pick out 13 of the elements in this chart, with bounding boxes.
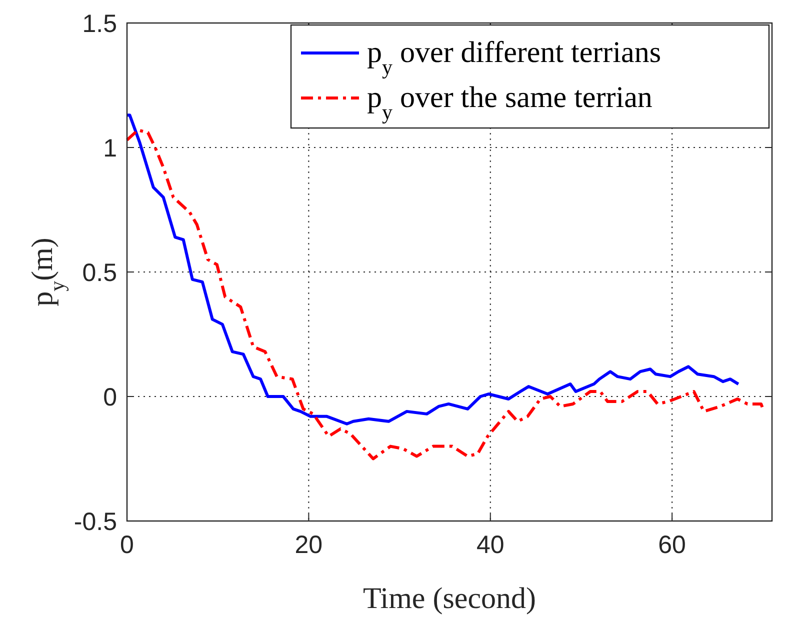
legend-label: p$_{y}$ over the same terrian: [367, 81, 652, 124]
y-tick-label: 1.5: [82, 10, 117, 38]
y-tick-label: -0.5: [74, 508, 117, 536]
x-tick-label: 40: [476, 531, 504, 559]
y-tick-label: 0.5: [82, 259, 117, 287]
y-tick-label: 1: [103, 134, 117, 162]
x-tick-label: 0: [120, 531, 134, 559]
y-tick-label: 0: [103, 384, 117, 412]
x-axis-title: Time (second): [362, 582, 536, 615]
x-tick-label: 60: [658, 531, 686, 559]
legend-label: p$_{y}$ over different terrians: [367, 36, 661, 79]
x-tick-label: 20: [294, 531, 323, 559]
line-series: [126, 128, 766, 460]
